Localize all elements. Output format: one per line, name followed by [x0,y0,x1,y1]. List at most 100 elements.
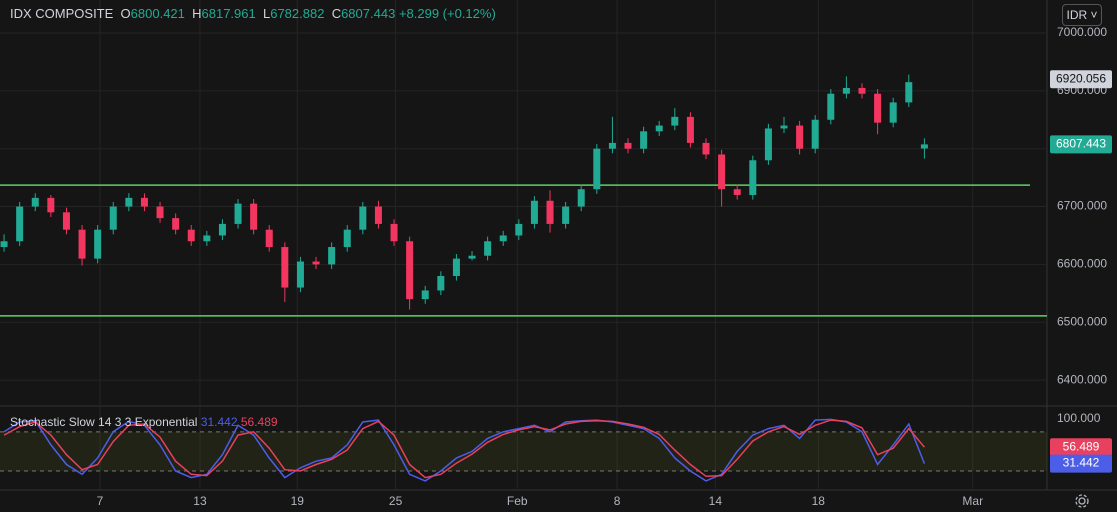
ohlc-value: 6817.961 [201,6,256,21]
price-label: 6920.056 [1056,71,1106,85]
stoch-line [3,418,926,482]
candle-body [406,241,414,300]
x-tick-label: 8 [614,494,621,508]
x-tick-label: Feb [507,494,528,508]
candle-body [94,229,102,259]
candle-body [702,142,710,155]
candle-body [842,87,850,94]
candle-body [312,261,320,265]
candle-body [390,223,398,242]
candle-body [359,206,367,230]
candle-body [62,212,70,230]
candle-body [920,144,928,149]
legend-entry: 31.442 [200,415,238,429]
candle-body [265,229,273,248]
indicator-legend: Stochastic Slow 14 3 3 Exponential 31.44… [10,415,278,429]
candle-body [452,258,460,276]
ohlc-letter: H [192,6,202,21]
x-tick-label: 14 [709,494,723,508]
candle-body [889,102,897,123]
candle-body [764,128,772,161]
y-tick-label: 6500.000 [1057,314,1107,328]
candle-body [328,247,336,265]
ohlc-value: 6807.443 [341,6,396,21]
ohlc-letter: L [262,6,271,21]
y-tick-label: 6400.000 [1057,372,1107,386]
candle-body [530,200,538,224]
candle-body [374,206,382,224]
x-tick-label: 19 [291,494,305,508]
candle-body [655,125,663,132]
candle-body [686,116,694,143]
candle-body [187,229,195,242]
candle-body [140,197,148,207]
x-tick-label: 25 [389,494,403,508]
candle-body [796,125,804,149]
candle-body [156,206,164,219]
currency: IDR [1066,8,1088,22]
candle-body [421,290,429,300]
candle-body [718,154,726,190]
candle-body [0,241,8,248]
candle-body [858,87,866,94]
y-tick-label: 6600.000 [1057,257,1107,271]
candle-body [749,160,757,195]
ohlc-value: 6782.882 [270,6,325,21]
change: +8.299 (+0.12%) [398,6,496,21]
candle-body [624,142,632,149]
y-tick-label: 6700.000 [1057,199,1107,213]
candle-body [671,116,679,126]
candle-body [484,241,492,256]
ohlc-letter: C [331,6,342,21]
candle-body [499,235,507,242]
price-label: 31.442 [1063,456,1100,470]
candle-body [780,125,788,129]
stoch-line [3,419,925,479]
candle-body [608,142,616,149]
y-tick-label: 100.000 [1057,411,1101,425]
candle-body [468,255,476,259]
candle-body [562,206,570,224]
candle-body [577,189,585,207]
legend-header: IDX COMPOSITE O6800.421 H6817.961 L6782.… [10,6,496,21]
candle-body [733,189,741,195]
candle-body [515,223,523,236]
candle-body [827,93,835,120]
candle-body [905,82,913,103]
ohlc-value: 6800.421 [130,6,185,21]
price-label-box [1050,70,1112,89]
price-label: 6807.443 [1056,137,1106,151]
price-label: 56.489 [1063,439,1100,453]
x-tick-label: 7 [97,494,104,508]
candle-body [218,223,226,236]
currency-button[interactable]: IDR ˅ [1062,4,1102,26]
candle-body [31,197,39,207]
ohlc-letter: O [120,6,131,21]
indicator-title: Stochastic Slow 14 3 3 Exponential [10,415,198,429]
settings-icon[interactable] [1075,494,1089,508]
band-fill [0,431,1047,472]
candle-body [593,148,601,190]
candle-body [47,197,55,213]
candle-body [437,275,445,291]
y-tick-label: 7000.000 [1057,25,1107,39]
x-tick-label: 18 [812,494,826,508]
candle-body [343,229,351,248]
price-label-box [1050,438,1112,457]
candle-body [109,206,117,230]
candle-body [546,200,554,224]
candle-body [234,203,242,224]
candle-body [203,235,211,242]
candle-body [874,93,882,123]
candle-body [640,131,648,149]
candle-body [811,119,819,149]
x-tick-label: Mar [962,494,983,508]
grid [0,0,1047,490]
price-label-box [1050,454,1112,473]
candle-body [250,203,258,230]
candle-body [125,197,133,207]
symbol: IDX COMPOSITE [10,6,114,21]
candle-body [78,229,86,259]
